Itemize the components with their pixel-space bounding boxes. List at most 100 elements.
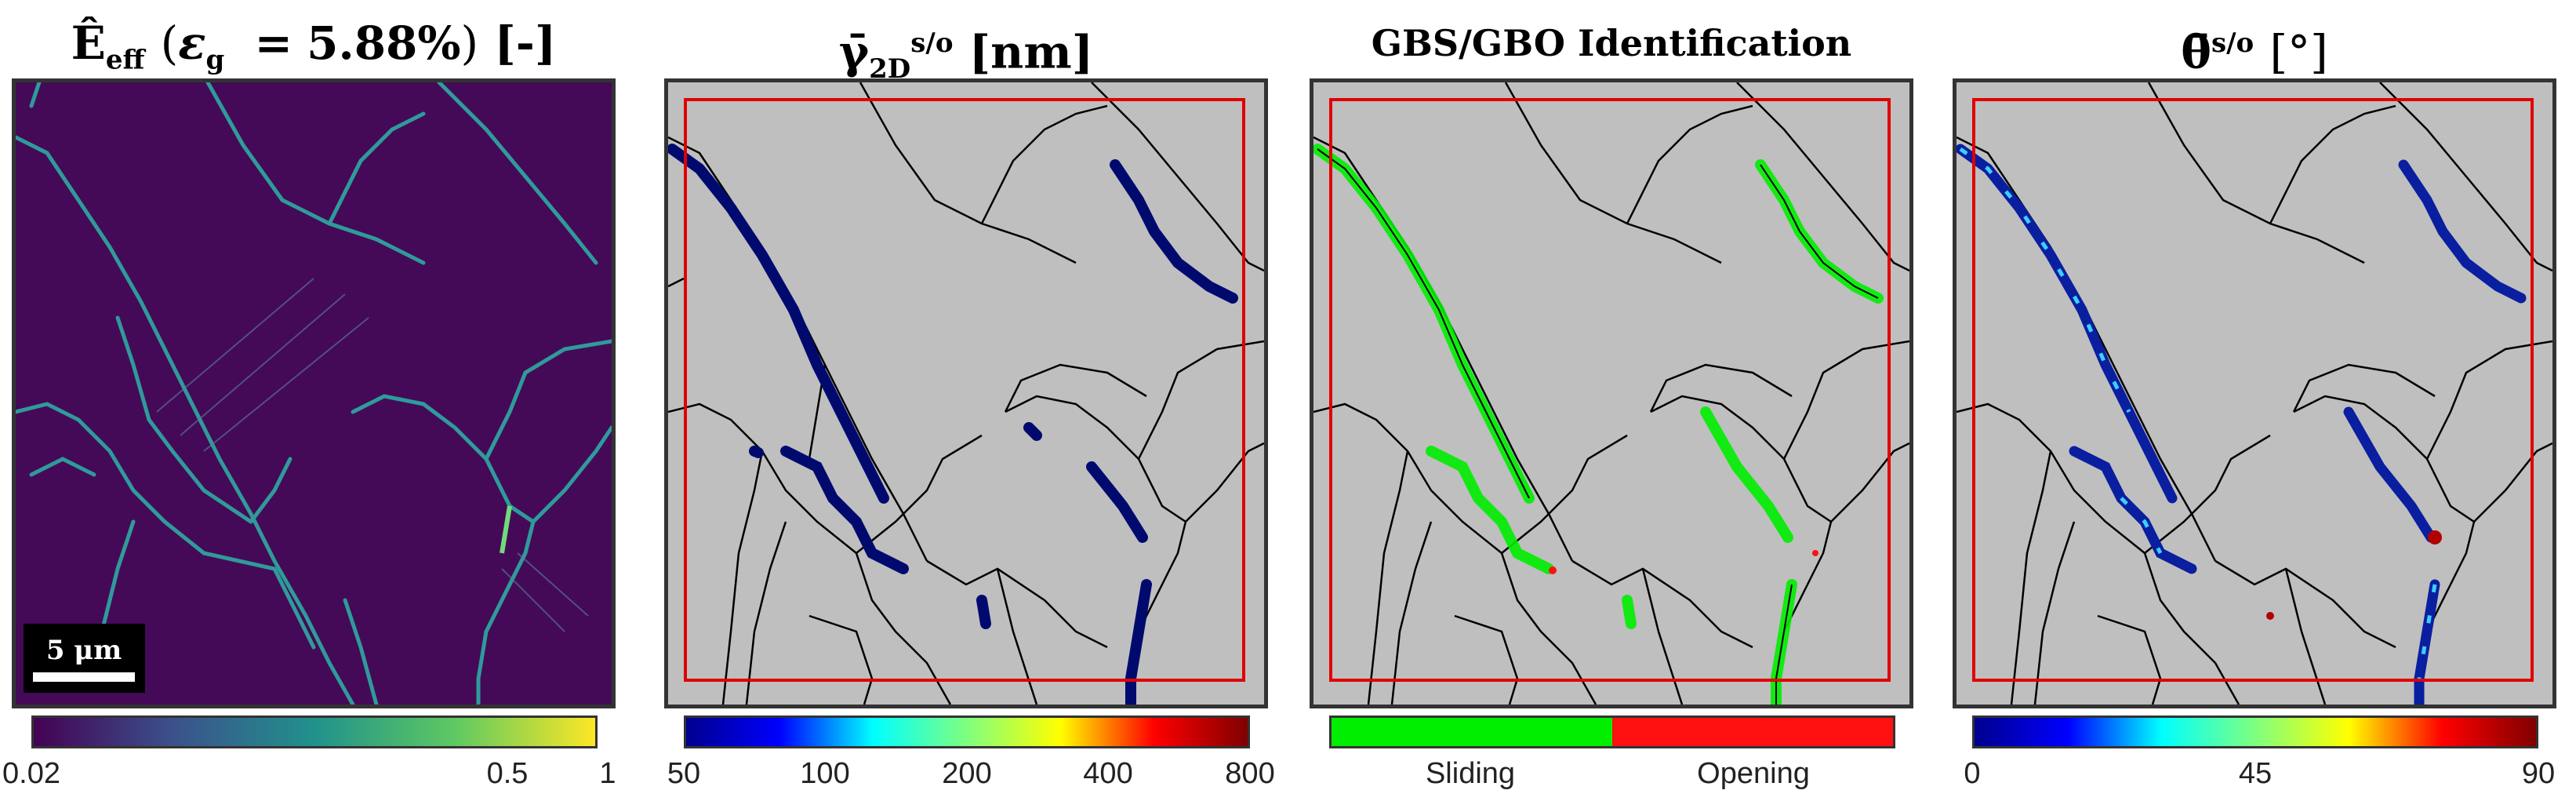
grain-boundary [745, 521, 787, 705]
slip-magnitude-svg [668, 82, 1264, 705]
strain-map-svg: 5 μm [16, 82, 612, 705]
grain-boundary [926, 559, 1108, 649]
slip-segment [1086, 461, 1148, 543]
grain-boundary [2144, 434, 2271, 554]
strain-boundary [100, 519, 136, 634]
grain-boundary [1390, 521, 1433, 705]
colorbar-tick: 50 [667, 757, 701, 790]
grain-boundary [1091, 82, 1264, 272]
grain-boundary [2425, 340, 2552, 460]
strain-band [156, 278, 314, 413]
scalebar-label: 5 μm [46, 635, 122, 666]
panel-effective-strain: Êeff (εg = 5.88%) [-] [2, 0, 639, 812]
slip-segment [780, 446, 909, 574]
angle-highlight [1959, 147, 2131, 413]
colorbar-jet [684, 716, 1250, 748]
slip-segment [1125, 579, 1152, 705]
grain-boundary [1736, 82, 1909, 272]
grain-boundary [2292, 363, 2436, 413]
scalebar [33, 672, 135, 682]
slip-segment [976, 595, 991, 629]
grain-boundary [2269, 104, 2396, 224]
colorbar-jet-angle [1972, 716, 2538, 748]
opening-mark [1549, 566, 1557, 574]
roi-box [684, 98, 1245, 682]
legend-label-opening: Opening [1697, 757, 1810, 790]
sliding-segment [1755, 159, 1884, 304]
colorbar-tick: 0.02 [2, 757, 60, 790]
grain-boundary [1641, 568, 1684, 705]
grain-boundary [1500, 552, 1597, 705]
legend-label-sliding: Sliding [1425, 757, 1516, 790]
grain-boundary [1454, 614, 1519, 705]
panel-title-gbs-gbo: GBS/GBO Identification [1371, 22, 1852, 64]
slip-segment [668, 144, 889, 504]
angle-highlight [2120, 497, 2163, 555]
angle-segment [2398, 159, 2527, 304]
grain-boundary [996, 568, 1038, 705]
strain-boundary [16, 402, 206, 555]
slip-segment [1023, 422, 1042, 441]
grain-boundary [1957, 136, 2217, 562]
strain-boundary [484, 339, 612, 461]
slip-magnitude-map [664, 78, 1268, 708]
panel-slip-angle: θ̄s/o [°] [1953, 0, 2576, 812]
segment-centerline [1317, 148, 1530, 499]
high-angle-mark [2266, 612, 2274, 620]
grain-boundary [1504, 82, 1722, 264]
panel-slip-magnitude: γ̄2Ds/o [nm] [664, 0, 1292, 812]
grain-boundary [855, 552, 952, 705]
grain-boundary [1782, 340, 1909, 460]
strain-band [501, 568, 565, 632]
grain-boundary [2147, 82, 2365, 264]
colorbar-tick: 90 [2521, 757, 2556, 790]
strain-boundary [16, 135, 355, 705]
sliding-segment [1622, 595, 1637, 629]
panel-title-slip-magnitude: γ̄2Ds/o [nm] [838, 25, 1094, 85]
grain-boundary [1137, 340, 1264, 460]
grain-boundary [1626, 104, 1753, 224]
grain-boundary [2143, 552, 2240, 705]
gbs-gbo-svg [1313, 82, 1909, 705]
grain-boundary [1185, 442, 1264, 523]
strain-band [203, 317, 369, 452]
angle-segment [2414, 579, 2440, 705]
roi-box [1972, 98, 2534, 682]
colorbar-tick: 200 [942, 757, 992, 790]
colorbar-tick: 1 [599, 757, 616, 790]
grain-boundary [1650, 395, 1832, 523]
strain-boundary [531, 425, 612, 524]
high-angle-mark [2428, 530, 2442, 544]
panel-title-effective-strain: Êeff (εg = 5.88%) [-] [71, 16, 557, 76]
grain-boundary [2379, 82, 2552, 272]
grain-boundary [1571, 559, 1753, 649]
slip-segment [749, 446, 764, 458]
strain-boundary [249, 457, 292, 524]
strain-map: 5 μm [12, 78, 616, 708]
grain-boundary [2097, 614, 2162, 705]
grain-boundary [1830, 442, 1909, 523]
strain-band [180, 293, 346, 436]
roi-box [1329, 98, 1891, 682]
sliding-segment [1313, 144, 1535, 504]
legend-bar-sliding [1329, 716, 1612, 748]
grain-boundary [2284, 568, 2327, 705]
grain-boundary [2010, 450, 2052, 705]
grain-boundary [1004, 363, 1147, 413]
colorbar-tick: 100 [800, 757, 850, 790]
grain-boundary [980, 104, 1108, 224]
legend-bar-opening [1612, 716, 1895, 748]
grain-boundary [1649, 363, 1793, 413]
grain-boundary [2473, 442, 2552, 523]
slip-segment [1110, 159, 1238, 304]
strain-band [517, 552, 589, 617]
strain-boundary [327, 111, 426, 226]
colorbar-tick: 800 [1225, 757, 1275, 790]
strain-boundary [115, 315, 253, 524]
segment-centerline [1775, 584, 1793, 705]
angle-segment [2343, 406, 2436, 543]
grain-boundary [2033, 521, 2076, 705]
strain-hotspot [500, 505, 512, 554]
panel-title-slip-angle: θ̄s/o [°] [2181, 25, 2328, 79]
slip-angle-map [1953, 78, 2556, 708]
